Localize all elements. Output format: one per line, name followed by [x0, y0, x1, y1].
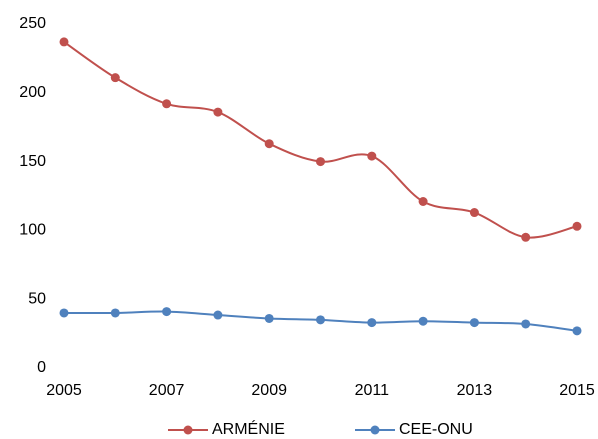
- y-tick-label: 100: [19, 222, 46, 239]
- data-point: [59, 37, 69, 47]
- data-point: [110, 73, 120, 83]
- x-tick-label: 2011: [355, 382, 390, 399]
- legend-label: CEE-ONU: [399, 421, 473, 438]
- x-tick-label: 2013: [457, 382, 493, 399]
- y-tick-label: 250: [19, 15, 46, 32]
- data-point: [367, 151, 377, 161]
- data-point: [367, 318, 377, 328]
- x-tick-label: 2005: [46, 382, 82, 399]
- data-point: [316, 157, 325, 167]
- data-point: [213, 107, 223, 117]
- y-tick-label: 50: [28, 290, 46, 307]
- data-point: [264, 313, 274, 323]
- data-point: [59, 308, 69, 318]
- data-point: [110, 308, 120, 318]
- y-tick-label: 0: [37, 359, 46, 376]
- x-tick-label: 2015: [559, 382, 595, 399]
- x-tick-label: 2007: [149, 382, 185, 399]
- data-point: [418, 197, 428, 207]
- data-point: [213, 310, 223, 320]
- y-tick-label: 200: [19, 84, 46, 101]
- legend-marker: [370, 425, 380, 435]
- series-line: [63, 41, 578, 239]
- data-point: [521, 232, 531, 242]
- data-point: [418, 316, 428, 326]
- data-point: [264, 139, 274, 149]
- data-point: [521, 319, 531, 329]
- legend-label: ARMÉNIE: [212, 419, 285, 438]
- data-point: [162, 99, 172, 109]
- data-point: [316, 315, 325, 325]
- data-point: [572, 221, 582, 231]
- x-tick-label: 2009: [251, 382, 287, 399]
- data-point: [572, 326, 582, 336]
- data-point: [469, 208, 479, 218]
- data-point: [162, 307, 172, 317]
- data-point: [469, 318, 479, 328]
- legend-marker: [183, 425, 193, 435]
- y-tick-label: 150: [19, 153, 46, 170]
